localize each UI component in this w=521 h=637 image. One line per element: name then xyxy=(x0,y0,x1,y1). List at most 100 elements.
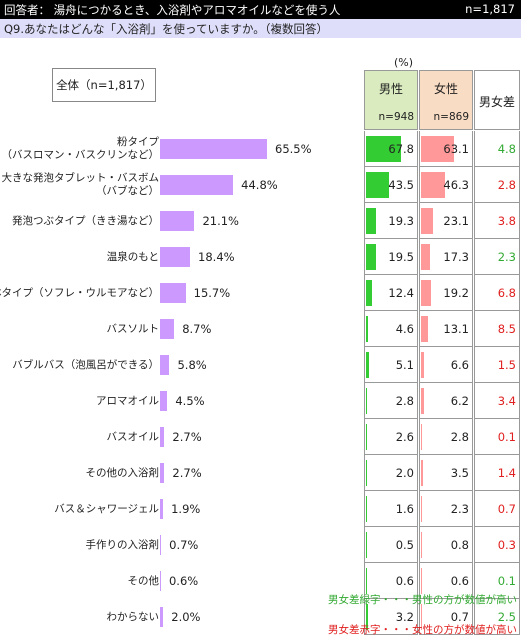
female-value: 46.3 xyxy=(443,178,469,192)
female-value: 6.2 xyxy=(451,394,469,408)
diff-value: 8.5 xyxy=(498,322,516,336)
male-bar xyxy=(366,496,367,522)
female-cell: 6.6 xyxy=(419,347,473,383)
male-value: 2.8 xyxy=(396,394,414,408)
diff-value: 6.8 xyxy=(498,286,516,300)
female-value: 63.1 xyxy=(443,142,469,156)
bar-value-label: 44.8% xyxy=(241,178,278,192)
male-bar xyxy=(366,352,369,378)
bar xyxy=(160,319,174,339)
diff-value: 2.8 xyxy=(498,178,516,192)
category-label: 大きな発泡タブレット・バスボム （バブなど） xyxy=(2,172,160,198)
bar-value-label: 5.8% xyxy=(177,358,206,372)
female-value: 23.1 xyxy=(443,214,469,228)
male-value: 1.6 xyxy=(396,502,414,516)
male-n: n=948 xyxy=(379,111,415,123)
female-bar xyxy=(421,352,424,378)
male-header-label: 男性 xyxy=(365,80,417,97)
total-n: n=1,817 xyxy=(465,2,515,16)
male-value: 5.1 xyxy=(396,358,414,372)
diff-cell: 6.8 xyxy=(474,275,520,311)
female-bar xyxy=(421,280,431,306)
male-cell: 19.5 xyxy=(364,239,418,275)
female-cell: 19.2 xyxy=(419,275,473,311)
female-bar xyxy=(421,496,422,522)
female-cell: 13.1 xyxy=(419,311,473,347)
female-value: 0.6 xyxy=(451,574,469,588)
female-bar xyxy=(421,244,430,270)
bar-value-label: 4.5% xyxy=(175,394,204,408)
female-cell: 2.3 xyxy=(419,491,473,527)
question-text: Q9.あなたはどんな「入浴剤」を使っていますか。（複数回答） xyxy=(4,21,328,37)
female-header-label: 女性 xyxy=(420,80,472,97)
female-value: 17.3 xyxy=(443,250,469,264)
male-bar xyxy=(366,208,376,234)
diff-header-label: 男女差 xyxy=(475,93,519,110)
diff-value: 0.3 xyxy=(498,538,516,552)
diff-value: 0.7 xyxy=(498,502,516,516)
male-cell: 19.3 xyxy=(364,203,418,239)
bar xyxy=(160,571,161,591)
category-label: 液体タイプ（ソフレ・ウルモアなど） xyxy=(0,287,159,300)
female-cell: 6.2 xyxy=(419,383,473,419)
diff-cell: 4.8 xyxy=(474,131,520,167)
bar xyxy=(160,607,163,627)
respondents-text: 回答者： 湯舟につかるとき、入浴剤やアロマオイルなどを使う人 xyxy=(4,2,340,18)
diff-cell: 3.4 xyxy=(474,383,520,419)
question-bar: Q9.あなたはどんな「入浴剤」を使っていますか。（複数回答） xyxy=(0,19,521,38)
female-value: 2.8 xyxy=(451,430,469,444)
diff-value: 3.8 xyxy=(498,214,516,228)
female-bar xyxy=(421,460,423,486)
male-cell: 2.6 xyxy=(364,419,418,455)
male-bar xyxy=(366,280,372,306)
male-header: 男性 n=948 xyxy=(364,70,418,130)
diff-value: 2.3 xyxy=(498,250,516,264)
female-cell: 2.8 xyxy=(419,419,473,455)
male-bar xyxy=(366,388,367,414)
male-cell: 4.6 xyxy=(364,311,418,347)
category-label: アロマオイル xyxy=(96,395,159,408)
bar xyxy=(160,283,186,303)
male-bar xyxy=(366,172,389,198)
category-label: バスソルト xyxy=(107,323,160,336)
diff-value: 0.1 xyxy=(498,430,516,444)
male-cell: 43.5 xyxy=(364,167,418,203)
note-green: 男女差緑字・・・男性の方が数値が高い xyxy=(328,592,517,607)
category-label: 粉タイプ （バスロマン・バスクリンなど） xyxy=(2,136,160,162)
bar-value-label: 15.7% xyxy=(194,286,231,300)
male-cell: 12.4 xyxy=(364,275,418,311)
category-label: 手作りの入浴剤 xyxy=(86,539,160,552)
female-cell: 17.3 xyxy=(419,239,473,275)
bar-value-label: 2.7% xyxy=(172,466,201,480)
male-bar xyxy=(366,424,367,450)
female-cell: 3.5 xyxy=(419,455,473,491)
male-value: 12.4 xyxy=(388,286,414,300)
female-value: 0.8 xyxy=(451,538,469,552)
female-value: 3.5 xyxy=(451,466,469,480)
category-label: その他の入浴剤 xyxy=(86,467,160,480)
male-bar xyxy=(366,316,368,342)
category-label: その他 xyxy=(128,575,160,588)
male-cell: 67.8 xyxy=(364,131,418,167)
diff-value: 4.8 xyxy=(498,142,516,156)
diff-cell: 8.5 xyxy=(474,311,520,347)
diff-cell: 2.3 xyxy=(474,239,520,275)
male-value: 19.3 xyxy=(388,214,414,228)
bar-value-label: 0.6% xyxy=(169,574,198,588)
category-label: バブルバス（泡風呂ができる） xyxy=(12,359,159,372)
female-bar xyxy=(421,424,422,450)
female-value: 13.1 xyxy=(443,322,469,336)
diff-cell: 0.7 xyxy=(474,491,520,527)
diff-cell: 0.3 xyxy=(474,527,520,563)
diff-value: 0.1 xyxy=(498,574,516,588)
diff-value: 3.4 xyxy=(498,394,516,408)
category-label: 温泉のもと xyxy=(107,251,159,264)
category-label: わからない xyxy=(107,611,160,624)
diff-cell: 2.8 xyxy=(474,167,520,203)
male-cell: 1.6 xyxy=(364,491,418,527)
bar-value-label: 65.5% xyxy=(275,142,312,156)
bar-value-label: 1.9% xyxy=(171,502,200,516)
diff-cell: 1.4 xyxy=(474,455,520,491)
diff-cell: 0.1 xyxy=(474,419,520,455)
bar xyxy=(160,391,167,411)
